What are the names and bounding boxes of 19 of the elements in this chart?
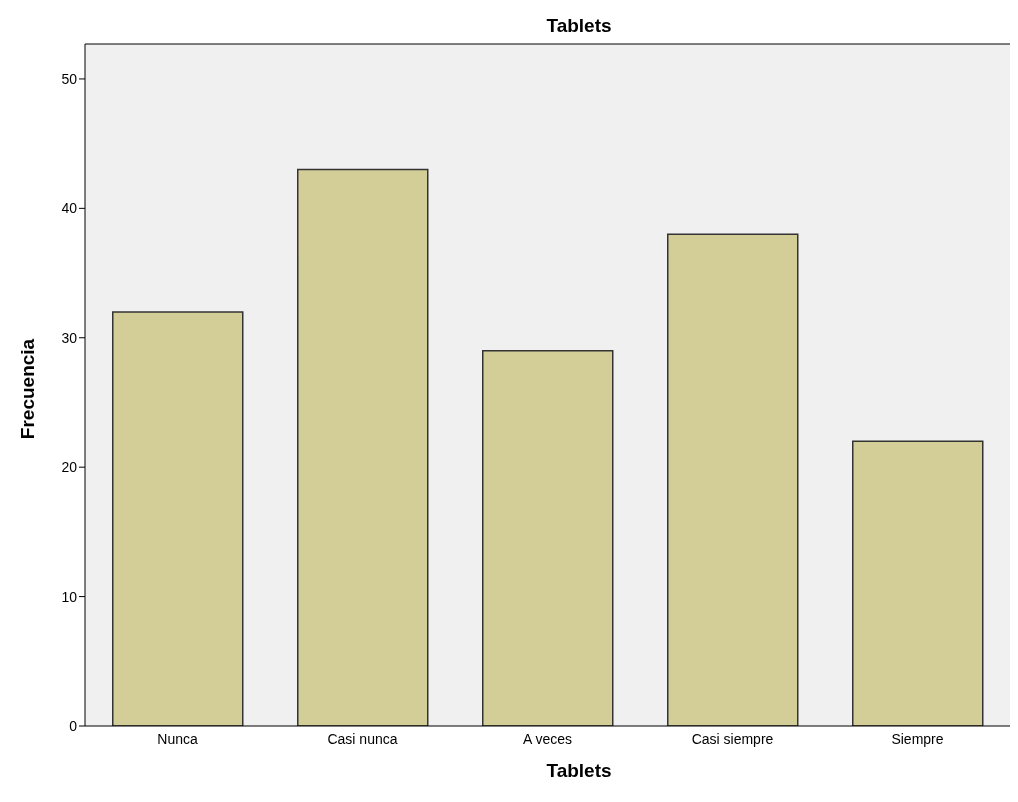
y-tick-label: 40 (61, 200, 78, 217)
bar (482, 349, 614, 726)
x-tick-label: Siempre (891, 730, 944, 747)
chart-title: Tablets (545, 15, 613, 37)
x-tick-label: Casi nunca (327, 730, 398, 747)
bar (297, 168, 429, 726)
x-tick-label: A veces (522, 730, 573, 747)
y-axis-title: Frecuencia (17, 337, 39, 442)
bar (112, 311, 244, 726)
bar (852, 440, 984, 726)
x-tick-label: Nunca (157, 730, 198, 747)
y-tick-label: 50 (61, 70, 78, 87)
y-tick-label: 30 (61, 329, 78, 346)
y-tick-label: 10 (61, 588, 78, 605)
x-tick-label: Casi siempre (691, 730, 774, 747)
y-tick-label: 20 (61, 459, 78, 476)
y-tick-label: 0 (69, 717, 78, 734)
x-axis-title: Tablets (545, 760, 613, 782)
bar (667, 233, 799, 726)
